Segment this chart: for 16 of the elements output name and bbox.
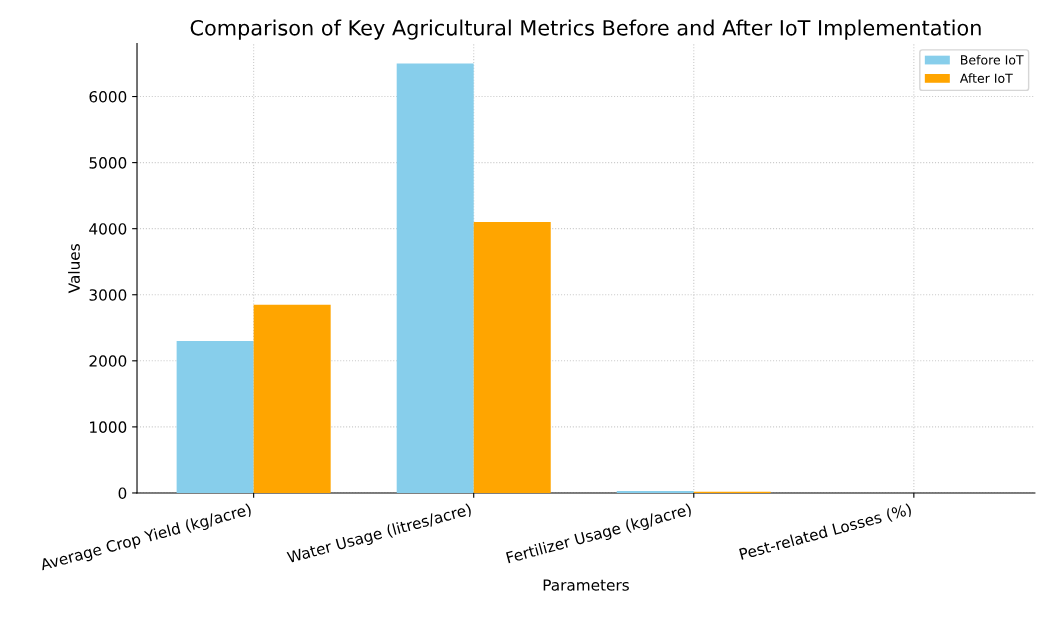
y-tick-label: 0 xyxy=(118,487,127,499)
bar xyxy=(253,304,331,493)
y-tick-label: 1000 xyxy=(90,421,127,433)
legend-label: After IoT xyxy=(959,73,1013,83)
y-tick-label: 6000 xyxy=(89,91,127,103)
y-tick-label: 2000 xyxy=(89,355,127,367)
x-axis-title: Parameters xyxy=(543,579,629,591)
y-tick-label: 5000 xyxy=(89,157,127,169)
bar xyxy=(396,63,474,493)
bar xyxy=(473,222,551,493)
y-tick-label: 3000 xyxy=(89,289,127,301)
legend-label: Before IoT xyxy=(961,54,1024,65)
chart-title: Comparison of Key Agricultural Metrics Before and After IoT Implementation xyxy=(190,19,981,40)
y-axis-title: Values xyxy=(68,244,80,294)
bar xyxy=(176,341,254,493)
y-tick-label: 4000 xyxy=(89,223,127,235)
